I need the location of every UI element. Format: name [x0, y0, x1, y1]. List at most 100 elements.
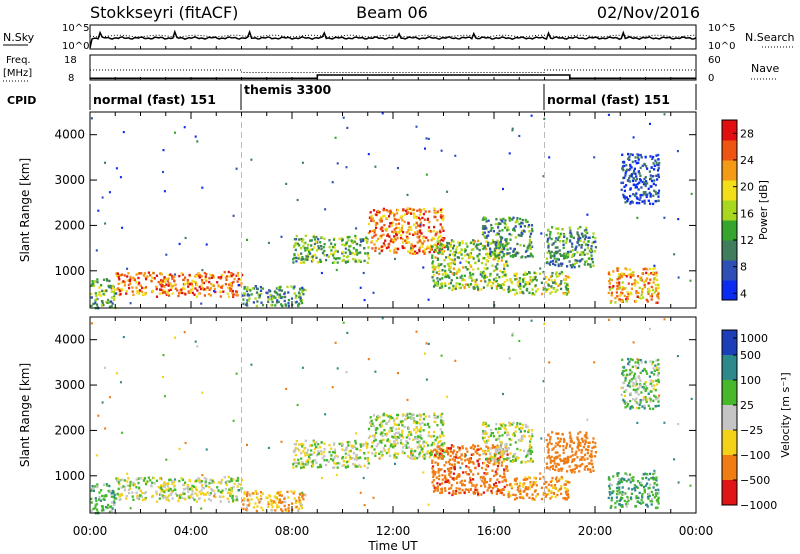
power-echo-cell [509, 238, 512, 241]
power-echo-cell [431, 276, 434, 279]
velocity-echo-cell [197, 497, 200, 501]
velocity-echo-cell [499, 451, 502, 454]
velocity-echo-cell [110, 510, 113, 513]
velocity-echo-cell [162, 482, 166, 485]
velocity-echo-cell [362, 444, 365, 447]
velocity-echo-cell [444, 480, 447, 484]
velocity-echo-cell [545, 480, 548, 484]
velocity-echo-cell [364, 457, 367, 460]
power-echo-cell [432, 279, 435, 282]
power-echo-cell [201, 269, 204, 272]
velocity-echo-cell [629, 368, 632, 372]
power-echo-cell [593, 156, 596, 159]
power-echo-cell [633, 167, 636, 170]
power-echo-cell [438, 269, 441, 272]
power-echo-cell [456, 245, 459, 249]
power-echo-cell [499, 250, 502, 254]
velocity-echo-cell [469, 478, 472, 482]
velocity-echo-cell [407, 427, 410, 430]
velocity-echo-cell [502, 459, 505, 463]
power-echo-cell [236, 280, 239, 283]
power-echo-cell [657, 167, 660, 170]
velocity-echo-cell [308, 455, 311, 458]
power-echo-cell [424, 210, 427, 213]
power-echo-cell [311, 255, 314, 258]
power-echo-cell [447, 242, 450, 245]
velocity-echo-cell [306, 463, 309, 466]
velocity-echo-cell [649, 398, 652, 401]
power-echo-cell [494, 255, 497, 258]
velocity-echo-cell [621, 477, 624, 480]
power-echo-cell [499, 222, 502, 225]
velocity-echo-cell [103, 495, 106, 498]
power-echo-cell [557, 274, 561, 277]
power-echo-cell [428, 250, 431, 254]
power-echo-cell [398, 230, 402, 233]
power-echo-cell [627, 152, 630, 156]
power-echo-cell [583, 248, 587, 252]
power-echo-cell [267, 297, 270, 301]
velocity-echo-cell [647, 497, 650, 500]
velocity-echo-cell [534, 480, 537, 484]
power-echo-cell [208, 280, 211, 284]
power-echo-cell [640, 156, 643, 159]
power-echo-cell [519, 284, 522, 287]
velocity-echo-cell [226, 491, 230, 494]
nave-tick-bottom: 0 [708, 73, 714, 84]
velocity-echo-cell [503, 485, 506, 489]
velocity-echo-cell [483, 421, 486, 424]
power-echo-cell [382, 233, 385, 236]
power-echo-cell [637, 291, 640, 295]
velocity-echo-cell [445, 450, 448, 453]
velocity-echo-cell [249, 494, 252, 497]
power-echo-cell [256, 300, 259, 303]
power-echo-cell [395, 218, 398, 222]
power-echo-cell [165, 253, 168, 256]
power-echo-cell [238, 284, 240, 287]
power-echo-cell [624, 197, 627, 200]
velocity-echo-cell [136, 494, 139, 498]
power-echo-cell [267, 300, 270, 304]
velocity-echo-cell [255, 509, 258, 513]
power-echo-cell [547, 249, 551, 253]
power-echo-cell [608, 285, 611, 289]
power-echo-cell [639, 166, 642, 170]
velocity-echo-cell [382, 413, 385, 417]
power-echo-cell [423, 218, 426, 221]
power-echo-cell [524, 283, 527, 286]
velocity-echo-cell [149, 479, 152, 482]
velocity-echo-cell [438, 483, 442, 486]
velocity-echo-cell [630, 380, 633, 383]
velocity-echo-cell [482, 423, 485, 426]
velocity-echo-cell [512, 433, 515, 436]
velocity-echo-cell [639, 384, 642, 387]
velocity-echo-cell [377, 442, 380, 446]
velocity-echo-cell [441, 482, 444, 485]
velocity-echo-cell [421, 450, 424, 453]
power-echo-cell [447, 274, 450, 277]
velocity-echo-cell [625, 401, 628, 404]
velocity-echo-cell [625, 480, 628, 483]
power-echo-cell [454, 154, 457, 157]
velocity-echo-cell [477, 464, 480, 468]
power-echo-cell [257, 293, 260, 296]
power-echo-cell [306, 246, 309, 250]
velocity-echo-cell [167, 494, 171, 497]
power-echo-cell [618, 286, 621, 289]
velocity-echo-cell [376, 417, 379, 420]
velocity-echo-cell [649, 472, 652, 476]
velocity-echo-cell [256, 492, 259, 496]
velocity-echo-cell [374, 428, 377, 431]
power-echo-cell [418, 248, 421, 251]
power-echo-cell [447, 264, 450, 268]
velocity-echo-cell [498, 448, 501, 451]
power-echo-cell [245, 289, 249, 293]
power-echo-cell [191, 285, 194, 288]
velocity-echo-cell [484, 485, 487, 488]
velocity-echo-cell [397, 372, 399, 375]
power-echo-cell [389, 212, 392, 215]
power-echo-cell [448, 282, 451, 285]
power-echo-cell [641, 164, 644, 167]
power-echo-cell [328, 245, 331, 249]
velocity-echo-cell [472, 473, 475, 476]
